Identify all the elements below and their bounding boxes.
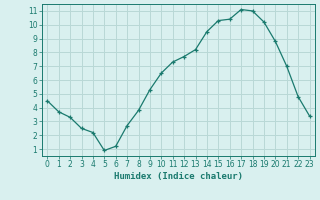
X-axis label: Humidex (Indice chaleur): Humidex (Indice chaleur) — [114, 172, 243, 181]
